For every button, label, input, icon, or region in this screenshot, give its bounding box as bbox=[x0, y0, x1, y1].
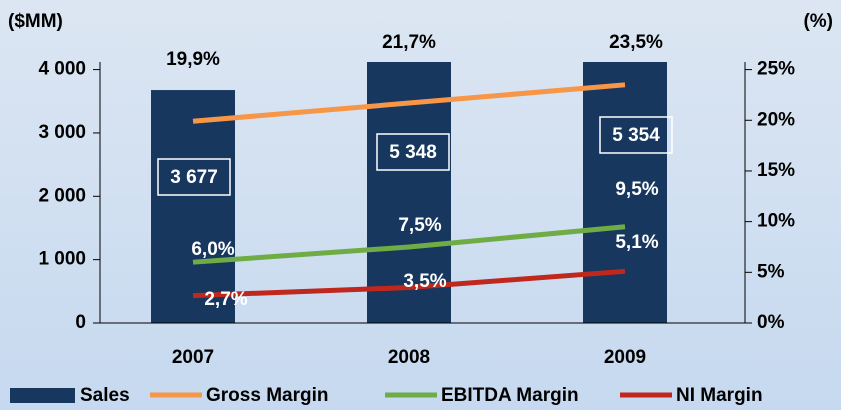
value-label: 9,5% bbox=[615, 179, 658, 200]
x-tick-label: 2007 bbox=[172, 347, 214, 368]
y-tick-label: 1 000 bbox=[38, 249, 86, 270]
y-tick-label: 4 000 bbox=[38, 59, 86, 80]
y2-tick-label: 0% bbox=[757, 312, 785, 333]
legend-label: Sales bbox=[80, 385, 130, 406]
value-label-box bbox=[157, 158, 231, 196]
legend-label: NI Margin bbox=[676, 385, 763, 406]
value-label: 5 348 bbox=[389, 142, 437, 163]
value-label: 6,0% bbox=[191, 239, 234, 260]
x-tick-label: 2009 bbox=[604, 347, 646, 368]
bar bbox=[151, 90, 235, 323]
y-tick-label: 0 bbox=[75, 312, 86, 333]
value-label: 7,5% bbox=[398, 215, 441, 236]
legend-swatch bbox=[10, 388, 75, 403]
x-tick-label: 2008 bbox=[388, 347, 430, 368]
value-label: 19,9% bbox=[166, 49, 220, 70]
y-tick-label: 3 000 bbox=[38, 122, 86, 143]
value-label: 3 677 bbox=[170, 167, 218, 188]
value-label: 3,5% bbox=[403, 271, 446, 292]
bar bbox=[583, 62, 667, 324]
line bbox=[192, 224, 626, 265]
y2-tick-label: 15% bbox=[757, 160, 795, 181]
legend-label: Gross Margin bbox=[206, 385, 328, 406]
legend-label: EBITDA Margin bbox=[441, 385, 579, 406]
line bbox=[192, 268, 626, 299]
value-label: 5,1% bbox=[615, 232, 658, 253]
y2-tick-label: 5% bbox=[757, 261, 785, 282]
y-tick-label: 2 000 bbox=[38, 185, 86, 206]
y2-axis-title: (%) bbox=[803, 11, 833, 32]
value-label: 5 354 bbox=[612, 125, 660, 146]
y2-tick-label: 10% bbox=[757, 211, 795, 232]
line bbox=[192, 82, 626, 124]
value-label: 21,7% bbox=[382, 32, 436, 53]
value-label: 2,7% bbox=[204, 289, 247, 310]
y-axis-title: ($MM) bbox=[8, 11, 63, 32]
y2-tick-label: 20% bbox=[757, 109, 795, 130]
y2-tick-label: 25% bbox=[757, 59, 795, 80]
value-label-box bbox=[599, 116, 673, 154]
value-label-box bbox=[376, 133, 450, 171]
value-label: 23,5% bbox=[609, 32, 663, 53]
